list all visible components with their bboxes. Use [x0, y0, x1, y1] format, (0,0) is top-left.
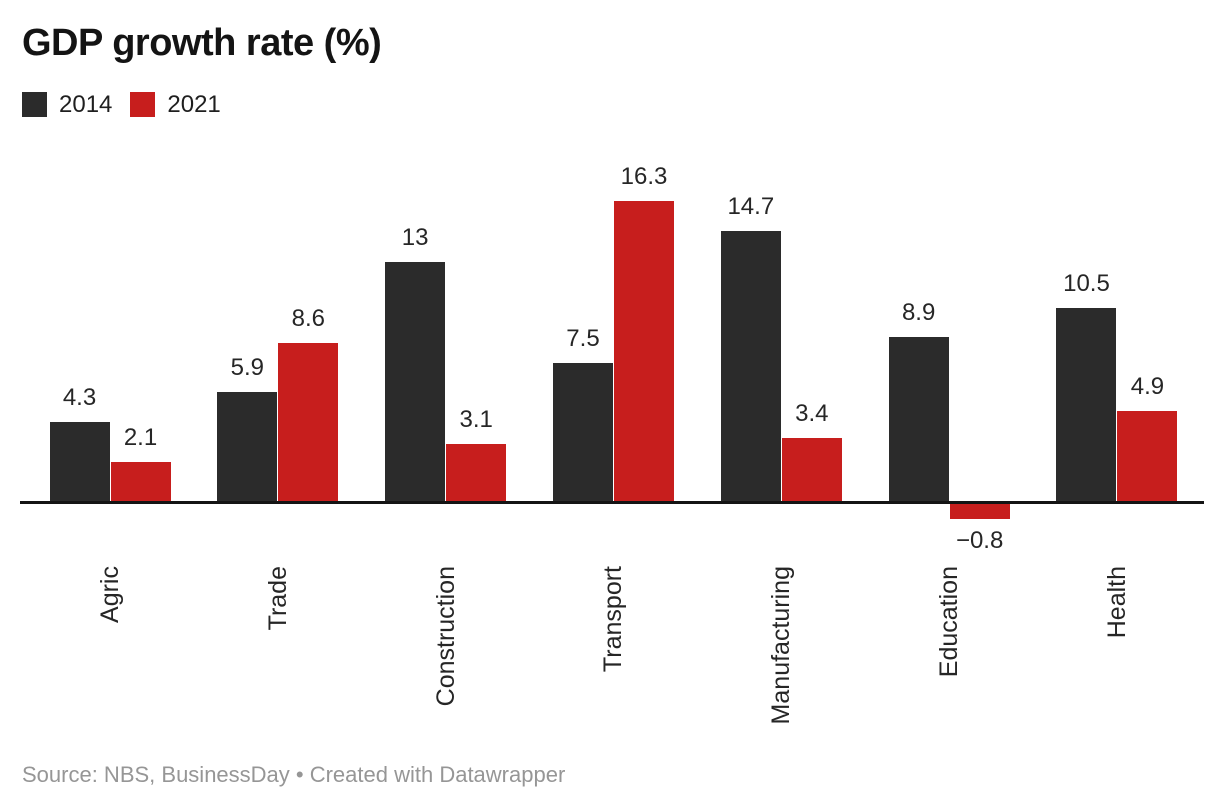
bar-2021-transport[interactable] — [613, 201, 674, 501]
legend-swatch-2014-icon — [22, 92, 47, 117]
category-label-transport: Transport — [599, 566, 628, 673]
legend-item-2021: 2021 — [130, 91, 221, 118]
value-label-2014-construction: 13 — [401, 223, 429, 251]
bar-2014-agric[interactable] — [49, 421, 110, 501]
bar-2014-construction[interactable] — [385, 261, 446, 501]
value-label-2021-transport: 16.3 — [620, 163, 668, 191]
value-label-2014-health: 10.5 — [1063, 269, 1110, 297]
value-label-2014-education: 8.9 — [901, 299, 936, 327]
value-label-2021-education: −0.8 — [955, 526, 1004, 554]
category-label-agric: Agric — [96, 566, 124, 623]
legend-swatch-2021-icon — [130, 92, 156, 117]
bar-2021-construction[interactable] — [446, 443, 507, 501]
bar-2014-education[interactable] — [888, 337, 949, 501]
bar-2021-trade[interactable] — [278, 342, 339, 501]
category-label-trade: Trade — [263, 566, 292, 631]
value-label-2014-transport: 7.5 — [566, 325, 600, 352]
bar-2014-manufacturing[interactable] — [720, 230, 781, 501]
value-label-2021-construction: 3.1 — [459, 405, 493, 433]
category-label-manufacturing: Manufacturing — [767, 566, 796, 725]
bar-2021-health[interactable] — [1117, 410, 1178, 501]
value-label-2021-agric: 2.1 — [123, 424, 158, 452]
value-label-2021-manufacturing: 3.4 — [795, 400, 829, 428]
x-axis-baseline — [20, 501, 1204, 504]
value-label-2014-manufacturing: 14.7 — [727, 192, 775, 220]
bar-2014-transport[interactable] — [552, 363, 613, 501]
bar-2014-trade[interactable] — [217, 392, 278, 501]
value-label-2014-trade: 5.9 — [230, 354, 265, 382]
source-attribution: Source: NBS, BusinessDay • Created with … — [22, 762, 566, 787]
chart-title: GDP growth rate (%) — [22, 22, 382, 64]
value-label-2021-health: 4.9 — [1130, 372, 1165, 400]
legend-label-2014: 2014 — [59, 91, 113, 118]
category-label-health: Health — [1102, 566, 1131, 639]
bar-2021-education[interactable] — [949, 504, 1010, 519]
legend: 2014 2021 — [22, 92, 221, 117]
category-label-construction: Construction — [431, 566, 460, 707]
bar-2021-agric[interactable] — [110, 462, 171, 501]
legend-label-2021: 2021 — [167, 91, 221, 118]
category-label-education: Education — [935, 566, 964, 678]
value-label-2021-trade: 8.6 — [291, 304, 326, 332]
bar-2014-health[interactable] — [1056, 307, 1117, 501]
legend-item-2014: 2014 — [22, 92, 112, 117]
bar-2021-manufacturing[interactable] — [781, 438, 842, 501]
value-label-2014-agric: 4.3 — [62, 383, 97, 411]
